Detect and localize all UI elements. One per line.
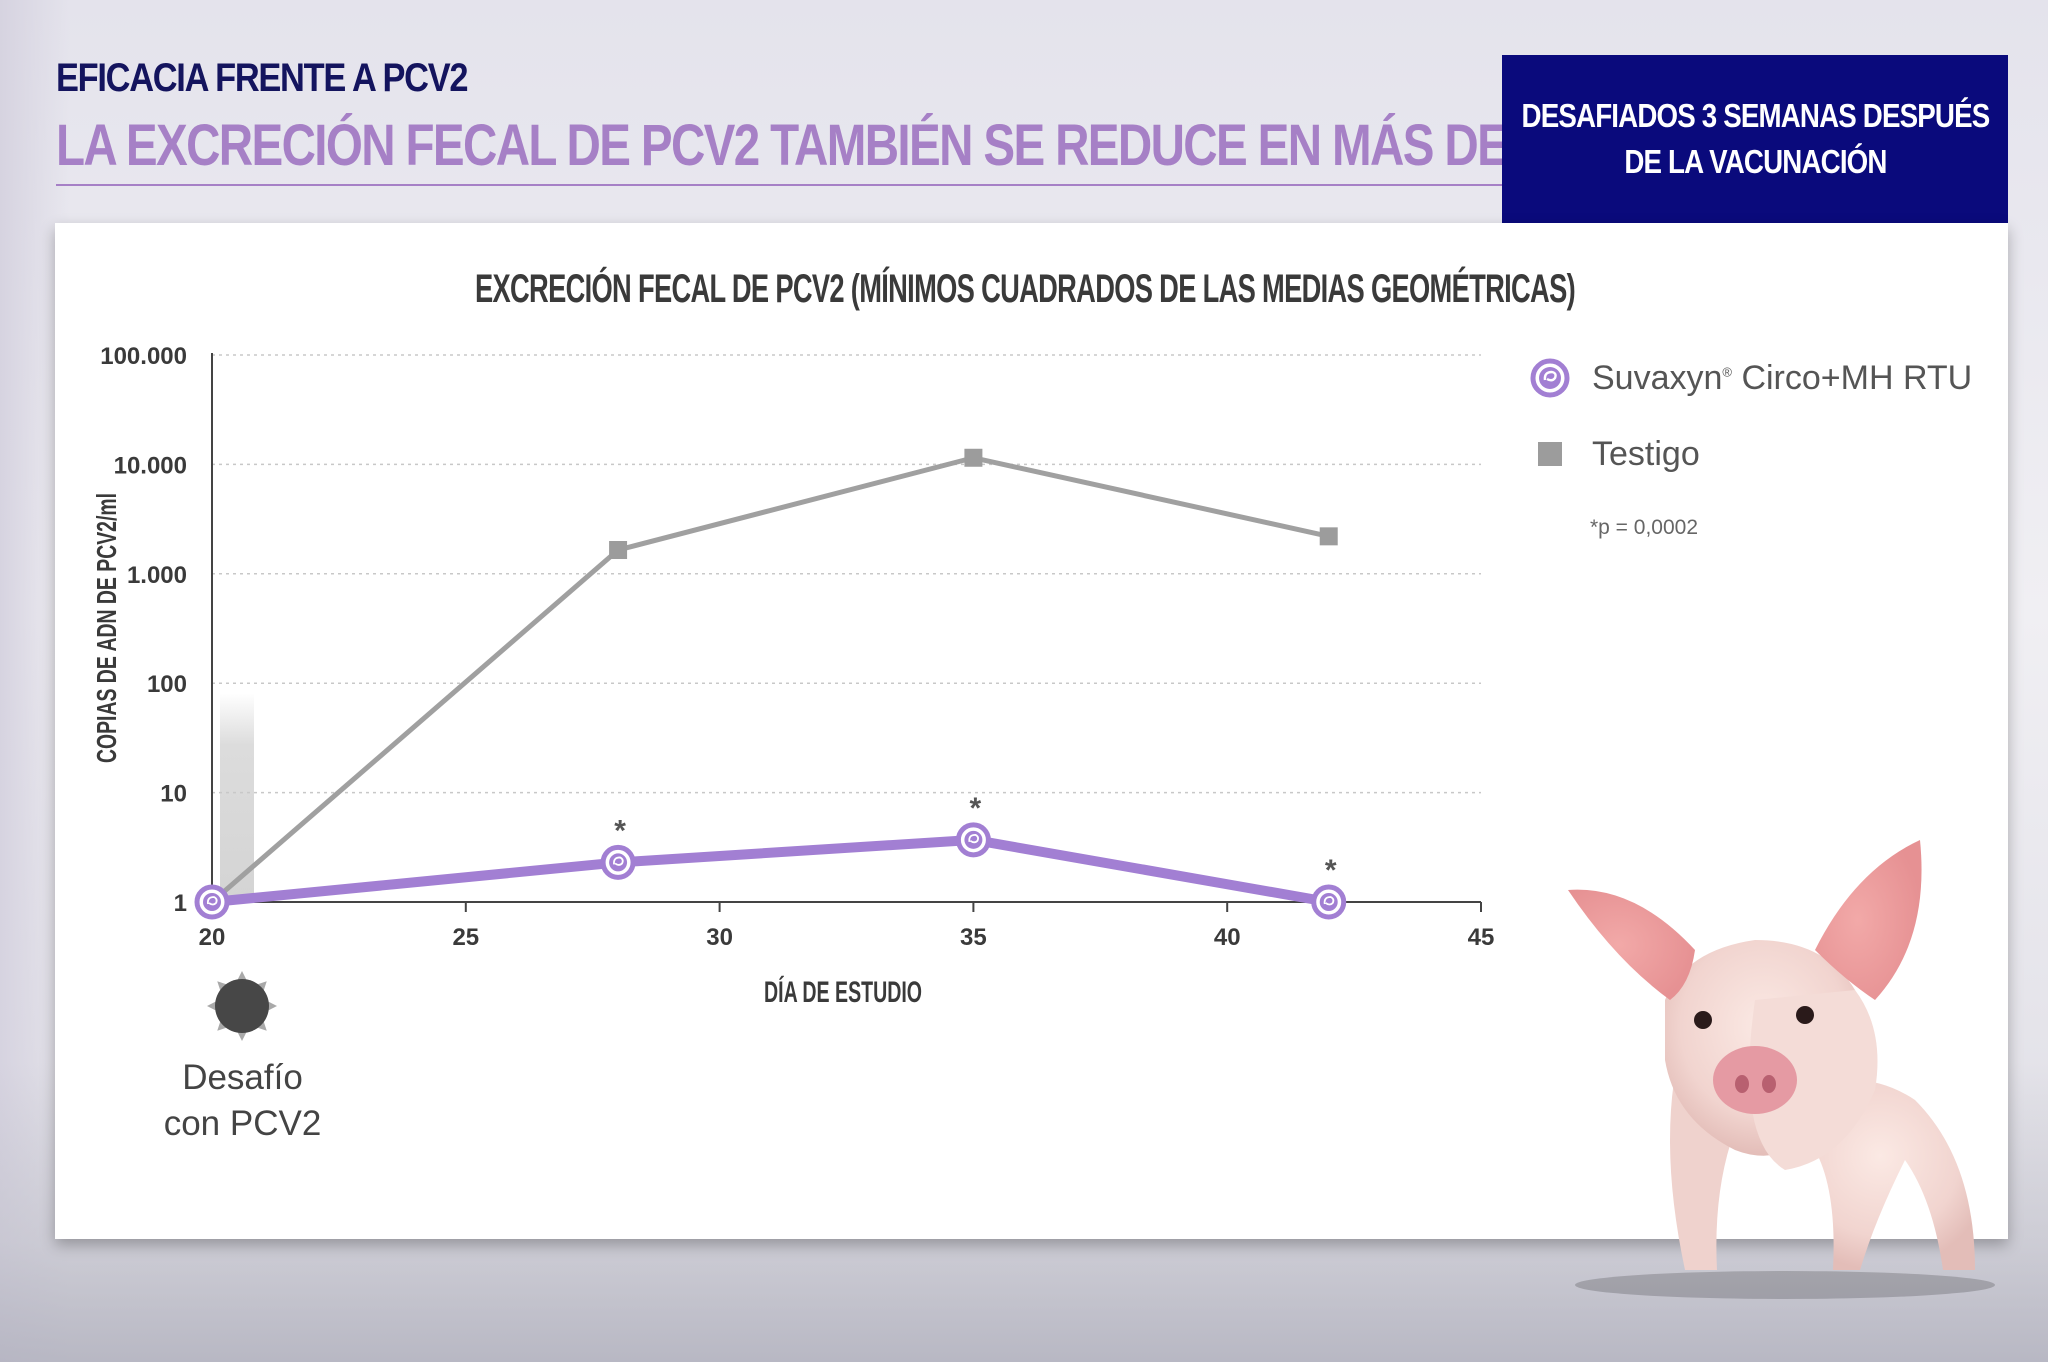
legend-label-suvaxyn: Suvaxyn® Circo+MH RTU — [1592, 359, 1972, 398]
kicker-title: EFICACIA FRENTE A PCV2 — [56, 56, 469, 100]
badge-line-2: DE LA VACUNACIÓN — [1623, 143, 1887, 180]
headline-text: LA EXCRECIÓN FECAL DE PCV2 TAMBIÉN SE RE… — [56, 113, 1649, 178]
suvaxyn-point — [1311, 884, 1347, 920]
suvaxyn-point-glyph — [968, 833, 979, 844]
piglet-image — [1568, 840, 1995, 1299]
y-tick-label: 10.000 — [114, 452, 187, 479]
y-tick-label: 100.000 — [100, 343, 187, 370]
badge-line-1: DESAFIADOS 3 SEMANAS DESPUÉS — [1521, 97, 1990, 134]
legend: Suvaxyn® Circo+MH RTU Testigo — [1530, 356, 1972, 508]
suvaxyn-point-core — [609, 853, 628, 872]
challenge-annotation: Desafío con PCV2 — [140, 1055, 345, 1147]
testigo-point — [1319, 527, 1338, 546]
suvaxyn-point — [600, 844, 636, 880]
x-tick-label: 25 — [452, 924, 479, 951]
suvaxyn-point-glyph — [1323, 896, 1335, 906]
virus-body — [215, 979, 269, 1033]
x-tick-label: 45 — [1468, 924, 1495, 951]
y-tick-label: 1.000 — [127, 562, 187, 589]
headline-rule — [56, 184, 1502, 186]
testigo-marker-icon — [1538, 442, 1562, 466]
y-tick-label: 10 — [160, 781, 187, 808]
virus-icon — [207, 971, 277, 1041]
suvaxyn-point-core — [964, 830, 983, 849]
x-axis-label: DÍA DE ESTUDIO — [764, 975, 922, 1009]
suvaxyn-marker-icon — [1530, 358, 1570, 398]
significance-asterisk: * — [1325, 854, 1337, 887]
suvaxyn-point-glyph — [206, 896, 218, 906]
challenge-line-2: con PCV2 — [163, 1104, 322, 1143]
legend-suvaxyn-product: Circo+MH RTU — [1732, 358, 1973, 397]
legend-item-testigo: Testigo — [1530, 432, 1972, 476]
x-tick-label: 20 — [199, 924, 226, 951]
legend-item-suvaxyn: Suvaxyn® Circo+MH RTU — [1530, 356, 1972, 400]
info-badge: DESAFIADOS 3 SEMANAS DESPUÉS DE LA VACUN… — [1502, 55, 2008, 223]
y-tick-label: 100 — [147, 671, 187, 698]
legend-suvaxyn-name: Suvaxyn — [1592, 358, 1723, 397]
testigo-point — [609, 541, 628, 560]
legend-label-testigo: Testigo — [1592, 434, 1700, 473]
chart-title: EXCRECIÓN FECAL DE PCV2 (MÍNIMOS CUADRAD… — [475, 265, 1575, 311]
testigo-point — [964, 448, 983, 467]
y-axis-label: COPIAS DE ADN DE PCV2/ml — [91, 493, 122, 763]
suvaxyn-point-core — [203, 893, 221, 911]
significance-asterisk: * — [970, 792, 982, 825]
series-line-suvaxyn — [211, 834, 1330, 907]
x-tick-label: 35 — [960, 924, 987, 951]
legend-registered-mark: ® — [1722, 364, 1732, 380]
x-tick-label: 30 — [706, 924, 733, 951]
suvaxyn-point-glyph — [613, 856, 624, 866]
y-tick-label: 1 — [174, 890, 187, 917]
suvaxyn-point-core — [1319, 893, 1338, 911]
series-line-testigo — [210, 455, 1330, 904]
x-tick-label: 40 — [1214, 924, 1241, 951]
significance-note: *p = 0,0002 — [1590, 516, 1699, 539]
suvaxyn-point — [955, 822, 991, 858]
challenge-line-1: Desafío — [182, 1058, 303, 1097]
significance-asterisk: * — [614, 814, 626, 847]
suvaxyn-point — [194, 884, 230, 920]
